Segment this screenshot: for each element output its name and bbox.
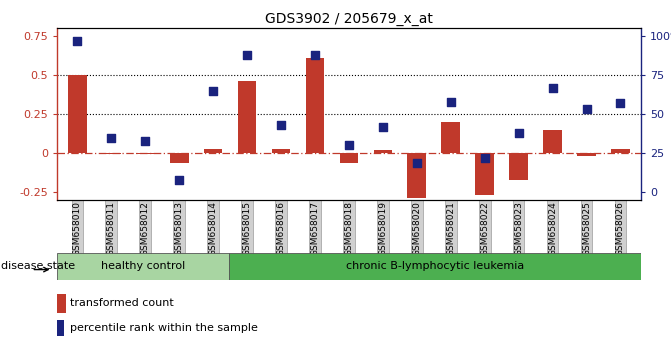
Bar <box>57 253 229 280</box>
Bar <box>238 81 256 153</box>
Point <box>446 99 456 104</box>
Point <box>615 101 626 106</box>
Point <box>242 52 252 58</box>
Bar <box>136 153 154 154</box>
Text: healthy control: healthy control <box>101 261 185 272</box>
Point <box>479 155 490 161</box>
Bar <box>57 320 64 336</box>
Bar <box>407 153 426 198</box>
Point <box>547 85 558 91</box>
Point <box>581 107 592 112</box>
Bar <box>204 149 223 153</box>
Text: disease state: disease state <box>1 261 75 272</box>
Bar <box>577 153 596 155</box>
Point <box>513 130 524 136</box>
Text: chronic B-lymphocytic leukemia: chronic B-lymphocytic leukemia <box>346 261 524 272</box>
Point <box>174 177 185 183</box>
Point <box>378 124 389 130</box>
Point <box>276 122 287 128</box>
Point <box>344 143 354 148</box>
Bar <box>306 58 324 153</box>
Bar <box>509 153 528 181</box>
Bar <box>374 150 392 153</box>
Bar <box>611 149 630 153</box>
Bar <box>68 75 87 153</box>
Point <box>411 160 422 165</box>
Bar <box>272 149 291 153</box>
Bar <box>170 153 189 163</box>
Point <box>72 38 83 44</box>
Bar <box>475 153 494 195</box>
Point <box>106 135 117 141</box>
Point <box>208 88 219 93</box>
Bar <box>442 122 460 153</box>
Point <box>140 138 151 143</box>
Text: transformed count: transformed count <box>70 298 174 308</box>
Bar <box>340 153 358 163</box>
Title: GDS3902 / 205679_x_at: GDS3902 / 205679_x_at <box>265 12 433 26</box>
Bar <box>57 294 66 313</box>
Text: percentile rank within the sample: percentile rank within the sample <box>70 323 258 333</box>
Bar <box>229 253 641 280</box>
Bar <box>544 130 562 153</box>
Bar <box>102 153 121 154</box>
Point <box>309 52 320 58</box>
